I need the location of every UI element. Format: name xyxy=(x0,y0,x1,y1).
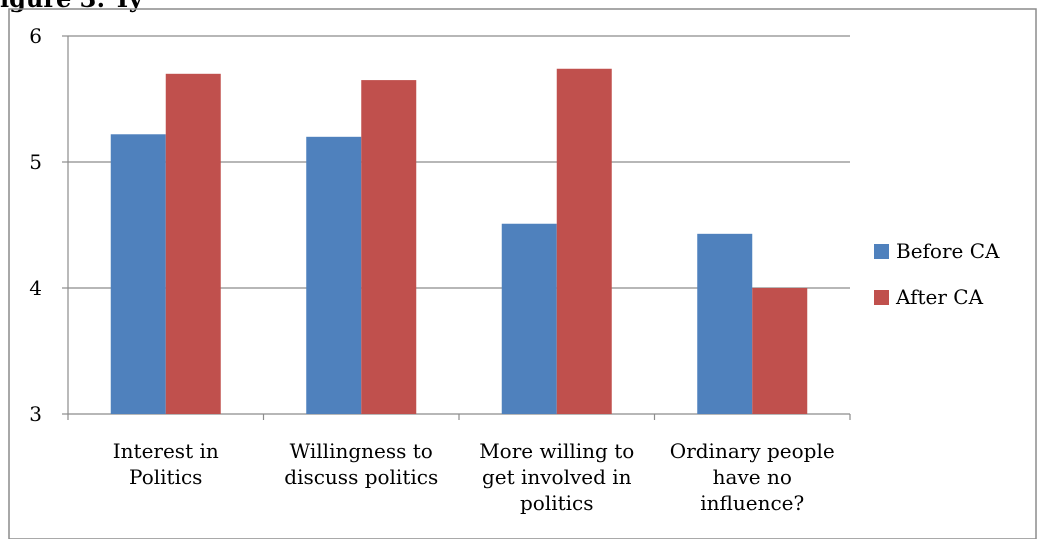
x-category-label: politics xyxy=(520,491,594,515)
y-tick-label: 3 xyxy=(29,402,42,426)
bar-after-3 xyxy=(556,68,612,414)
chart-border xyxy=(8,8,1037,539)
bar-after-2 xyxy=(361,80,417,414)
legend-swatch xyxy=(874,290,889,305)
x-category-label: influence? xyxy=(700,491,804,515)
y-tick-label: 5 xyxy=(29,150,42,174)
x-category-label: Ordinary people xyxy=(670,439,835,463)
x-category-label: discuss politics xyxy=(284,465,438,489)
bars xyxy=(110,68,808,415)
legend-swatch xyxy=(874,244,889,259)
x-category-label: Politics xyxy=(129,465,202,489)
bar-before-3 xyxy=(501,223,557,414)
bar-before-2 xyxy=(306,136,362,415)
bar-before-1 xyxy=(110,134,166,414)
bar-after-1 xyxy=(165,73,221,415)
bar-after-4 xyxy=(752,288,808,414)
x-category-label: get involved in xyxy=(482,465,632,489)
x-category-label: Interest in xyxy=(113,439,219,463)
y-tick-label: 6 xyxy=(29,24,42,48)
legend: Before CA After CA xyxy=(874,239,1000,309)
x-category-label: Willingness to xyxy=(290,439,433,463)
bar-before-4 xyxy=(697,233,753,414)
y-tick-labels: 3 4 5 6 xyxy=(29,24,42,426)
legend-label: After CA xyxy=(895,285,984,309)
x-category-label: have no xyxy=(713,465,792,489)
x-category-label: More willing to xyxy=(479,439,634,463)
y-tick-label: 4 xyxy=(29,276,42,300)
legend-label: Before CA xyxy=(896,239,1000,263)
